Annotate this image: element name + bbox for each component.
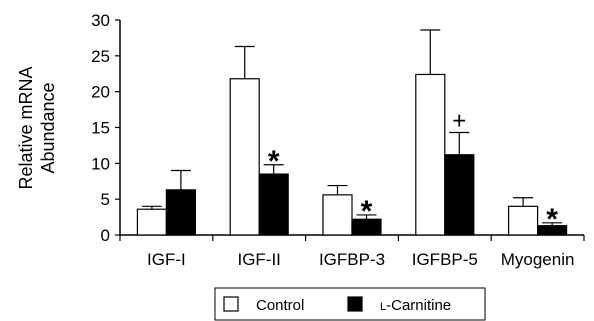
y-tick-label: 10: [91, 154, 110, 173]
y-tick-label: 20: [91, 83, 110, 102]
category-labels: IGF-I IGF-II IGFBP-3 IGFBP-5 Myogenin: [147, 250, 574, 269]
legend-label-control: Control: [256, 297, 304, 314]
category-label: Myogenin: [501, 250, 575, 269]
significance-mark: *: [268, 145, 280, 178]
category-label: IGF-II: [237, 250, 280, 269]
y-tick-label: 30: [91, 11, 110, 30]
legend-swatch-l-carnitine: [347, 296, 363, 312]
legend-swatch-control: [223, 296, 239, 312]
category-label: IGF-I: [147, 250, 186, 269]
bar-control: [508, 205, 539, 236]
y-tick-label: 15: [91, 119, 110, 138]
legend: Control L-Carnitine: [214, 287, 486, 321]
y-axis-label-line: Relative mRNA: [16, 66, 36, 189]
bar-l-carnitine: [165, 189, 196, 236]
bar-l-carnitine: [444, 154, 475, 236]
y-ticks: 0 5 10 15 20 25 30: [91, 11, 585, 245]
category-label: IGFBP-3: [319, 250, 385, 269]
bar-control: [322, 194, 353, 236]
category-label: IGFBP-5: [412, 250, 478, 269]
y-tick-label: 25: [91, 47, 110, 66]
bar-control: [136, 208, 167, 236]
y-tick-label: 0: [101, 226, 110, 245]
bars: [136, 73, 568, 236]
significance-marks: * * + *: [268, 108, 558, 236]
error-bars: [141, 29, 563, 226]
legend-label-l-carnitine: L-Carnitine: [380, 297, 451, 314]
bar-l-carnitine: [258, 173, 289, 236]
significance-mark: +: [452, 108, 466, 135]
y-axis-label-line: Abundance: [38, 82, 58, 173]
significance-mark: *: [546, 203, 558, 236]
y-tick-label: 5: [101, 190, 110, 209]
y-axis-label: Relative mRNA Abundance: [16, 66, 58, 189]
bar-control: [229, 78, 260, 236]
bar-control: [415, 73, 446, 236]
significance-mark: *: [361, 195, 373, 228]
